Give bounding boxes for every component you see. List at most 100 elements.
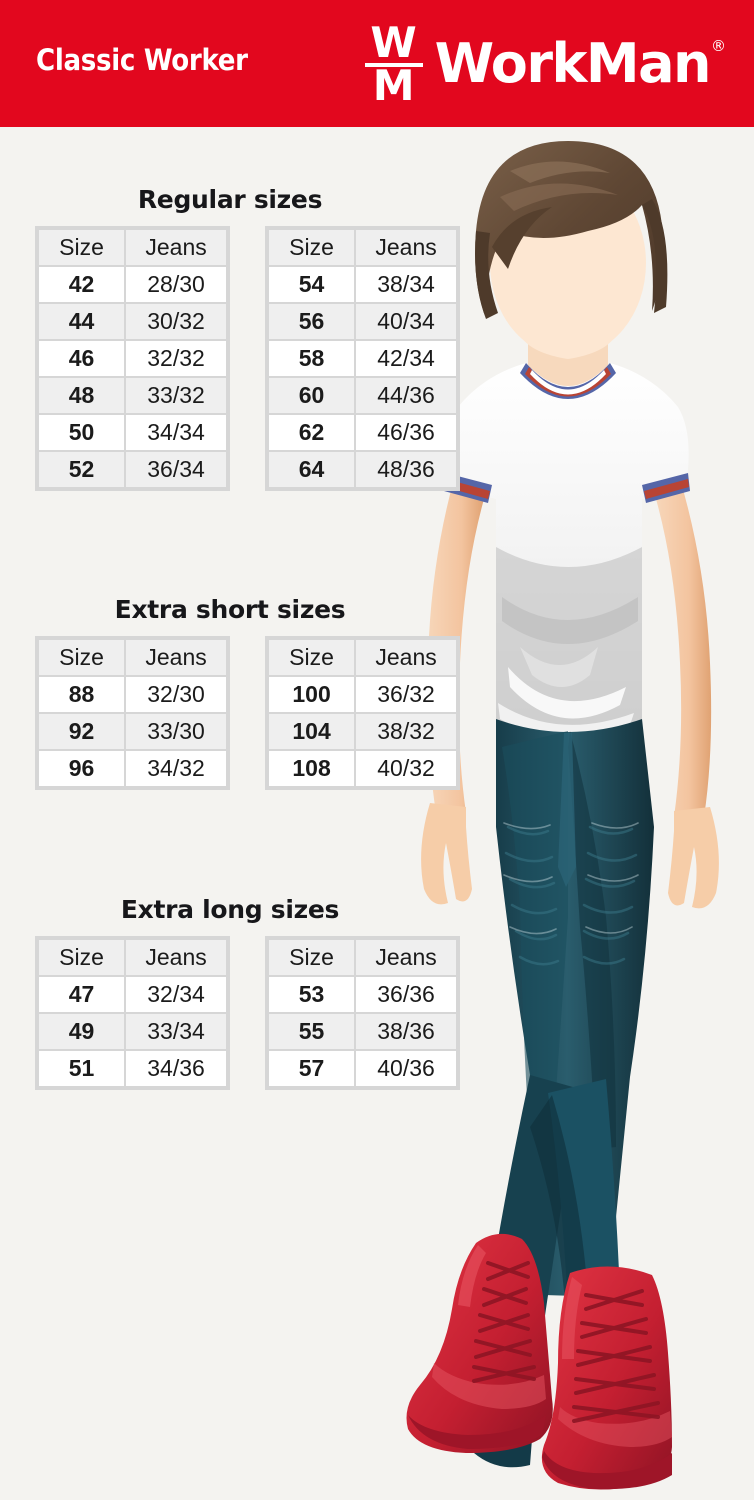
size-table: Size Jeans 88 32/30 92 33/30 96 34/32	[35, 636, 230, 790]
table-row: 88 32/30	[39, 677, 226, 712]
table-row: 57 40/36	[269, 1051, 456, 1086]
size-table: Size Jeans 42 28/30 44 30/32 46 32/32 48 33/32 50 3…	[35, 226, 230, 491]
cell-size-value: 96	[39, 751, 125, 786]
size-table: Size Jeans 47 32/34 49 33/34 51 34/36	[35, 936, 230, 1090]
cell-jeans-value: 48/36	[356, 452, 456, 487]
cell-jeans-value: 33/32	[126, 378, 226, 413]
table-pair: Size Jeans 42 28/30 44 30/32 46 32/32 48 33/32 50 3…	[0, 226, 460, 491]
wm-monogram-icon: W M	[363, 20, 425, 108]
table-row: 53 36/36	[269, 977, 456, 1012]
monogram-divider-line	[364, 63, 423, 67]
cell-jeans-value: 42/34	[356, 341, 456, 376]
cell-jeans-value: 32/34	[126, 977, 226, 1012]
table-row: 104 38/32	[269, 714, 456, 749]
cell-size-value: 53	[269, 977, 355, 1012]
cell-size-value: 50	[39, 415, 125, 450]
column-header-jeans: Jeans	[356, 640, 456, 675]
cell-jeans-value: 36/32	[356, 677, 456, 712]
table-row: 49 33/34	[39, 1014, 226, 1049]
table-row: 42 28/30	[39, 267, 226, 302]
table-header-row: Size Jeans	[269, 940, 456, 975]
table-row: 51 34/36	[39, 1051, 226, 1086]
column-header-jeans: Jeans	[126, 640, 226, 675]
monogram-letter-m: M	[372, 61, 415, 110]
cell-size-value: 108	[269, 751, 355, 786]
table-row: 56 40/34	[269, 304, 456, 339]
size-table: Size Jeans 54 38/34 56 40/34 58 42/34 60 44/36 62 4…	[265, 226, 460, 491]
column-header-size: Size	[39, 640, 125, 675]
table-row: 50 34/34	[39, 415, 226, 450]
section-regular-sizes: Regular sizes Size Jeans 42 28/30 44 30/32 46 3…	[0, 185, 520, 491]
cell-jeans-value: 46/36	[356, 415, 456, 450]
page-header: Classic Worker W M WorkMan ®	[0, 0, 754, 127]
table-row: 96 34/32	[39, 751, 226, 786]
cell-size-value: 46	[39, 341, 125, 376]
cell-jeans-value: 28/30	[126, 267, 226, 302]
cell-size-value: 56	[269, 304, 355, 339]
table-header-row: Size Jeans	[39, 230, 226, 265]
column-header-jeans: Jeans	[356, 230, 456, 265]
cell-jeans-value: 38/34	[356, 267, 456, 302]
column-header-size: Size	[269, 940, 355, 975]
table-row: 55 38/36	[269, 1014, 456, 1049]
figure-neck	[528, 332, 608, 411]
table-pair: Size Jeans 47 32/34 49 33/34 51 34/36 Size Jeans 5…	[0, 936, 460, 1090]
table-row: 44 30/32	[39, 304, 226, 339]
section-heading: Extra long sizes	[120, 895, 340, 924]
cell-size-value: 52	[39, 452, 125, 487]
cell-jeans-value: 40/34	[356, 304, 456, 339]
cell-jeans-value: 44/36	[356, 378, 456, 413]
cell-jeans-value: 34/32	[126, 751, 226, 786]
cell-jeans-value: 32/30	[126, 677, 226, 712]
cell-size-value: 60	[269, 378, 355, 413]
cell-jeans-value: 40/32	[356, 751, 456, 786]
table-row: 108 40/32	[269, 751, 456, 786]
table-row: 58 42/34	[269, 341, 456, 376]
cell-jeans-value: 33/34	[126, 1014, 226, 1049]
size-table: Size Jeans 53 36/36 55 38/36 57 40/36	[265, 936, 460, 1090]
cell-size-value: 58	[269, 341, 355, 376]
cell-size-value: 64	[269, 452, 355, 487]
table-header-row: Size Jeans	[269, 640, 456, 675]
cell-jeans-value: 40/36	[356, 1051, 456, 1086]
figure-boots	[406, 1233, 672, 1490]
table-row: 46 32/32	[39, 341, 226, 376]
table-row: 52 36/34	[39, 452, 226, 487]
cell-jeans-value: 38/36	[356, 1014, 456, 1049]
table-header-row: Size Jeans	[39, 940, 226, 975]
cell-jeans-value: 34/34	[126, 415, 226, 450]
size-table: Size Jeans 100 36/32 104 38/32 108 40/32	[265, 636, 460, 790]
table-row: 54 38/34	[269, 267, 456, 302]
section-extra-long-sizes: Extra long sizes Size Jeans 47 32/34 49 33/34…	[0, 895, 520, 1090]
cell-jeans-value: 30/32	[126, 304, 226, 339]
cell-jeans-value: 33/30	[126, 714, 226, 749]
cell-jeans-value: 36/34	[126, 452, 226, 487]
table-header-row: Size Jeans	[269, 230, 456, 265]
column-header-size: Size	[269, 640, 355, 675]
cell-size-value: 57	[269, 1051, 355, 1086]
column-header-jeans: Jeans	[126, 230, 226, 265]
cell-size-value: 42	[39, 267, 125, 302]
table-pair: Size Jeans 88 32/30 92 33/30 96 34/32 Size Jeans 1…	[0, 636, 460, 790]
cell-jeans-value: 32/32	[126, 341, 226, 376]
column-header-jeans: Jeans	[356, 940, 456, 975]
cell-jeans-value: 34/36	[126, 1051, 226, 1086]
brand-wordmark-text: WorkMan	[434, 32, 712, 95]
cell-size-value: 104	[269, 714, 355, 749]
table-row: 62 46/36	[269, 415, 456, 450]
column-header-size: Size	[269, 230, 355, 265]
cell-size-value: 55	[269, 1014, 355, 1049]
table-row: 92 33/30	[39, 714, 226, 749]
table-header-row: Size Jeans	[39, 640, 226, 675]
cell-jeans-value: 38/32	[356, 714, 456, 749]
figure-jeans	[474, 719, 654, 1471]
cell-size-value: 92	[39, 714, 125, 749]
cell-size-value: 48	[39, 378, 125, 413]
column-header-size: Size	[39, 940, 125, 975]
table-row: 100 36/32	[269, 677, 456, 712]
cell-jeans-value: 36/36	[356, 977, 456, 1012]
column-header-jeans: Jeans	[126, 940, 226, 975]
cell-size-value: 49	[39, 1014, 125, 1049]
brand-logo: W M WorkMan ®	[363, 20, 726, 108]
section-extra-short-sizes: Extra short sizes Size Jeans 88 32/30 92 33/3…	[0, 595, 520, 790]
